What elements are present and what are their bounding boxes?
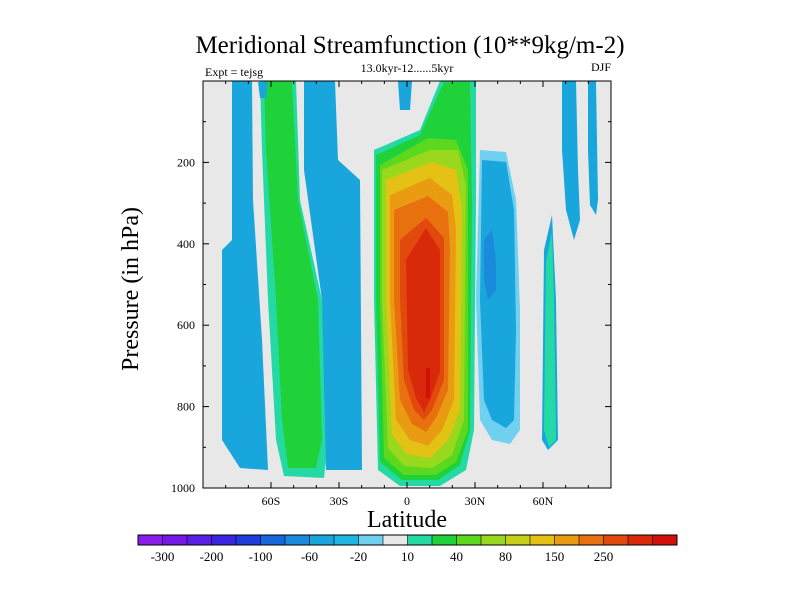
colorbar-swatch <box>456 535 482 545</box>
colorbar-swatch <box>603 535 629 545</box>
y-tick-label: 400 <box>177 237 195 251</box>
contour-hadley-core <box>406 228 440 412</box>
colorbar-swatch <box>358 535 384 545</box>
x-tick-label: 60S <box>262 494 281 508</box>
x-tick-label: 30S <box>330 494 349 508</box>
x-tick-label: 60N <box>533 494 554 508</box>
x-ticks: 60S 30S 0 30N 60N <box>225 81 589 508</box>
colorbar-swatch <box>407 535 433 545</box>
colorbar-swatch <box>432 535 457 545</box>
y-tick-label: 600 <box>177 318 195 332</box>
season-label: DJF <box>591 60 611 74</box>
colorbar-swatch <box>530 535 555 545</box>
contour-sh-mid <box>304 81 362 470</box>
x-axis-label: Latitude <box>367 507 447 533</box>
colorbar-swatch <box>187 535 212 545</box>
colorbar-swatch <box>505 535 531 545</box>
y-axis-label: Pressure (in hPa) <box>118 207 144 371</box>
contour-nh-mid-core <box>484 230 496 300</box>
colorbar-label: 10 <box>401 549 414 564</box>
colorbar-swatch <box>554 535 580 545</box>
colorbar-swatch <box>334 535 359 545</box>
contour-layer <box>222 81 598 486</box>
colorbar-swatch <box>309 535 335 545</box>
contour-nh-high <box>544 232 556 447</box>
colorbar-swatch <box>285 535 310 545</box>
y-ticks: 200 400 600 800 1000 <box>171 121 611 495</box>
contour-nh-mid <box>480 160 516 428</box>
colorbar-swatch <box>628 535 653 545</box>
colorbar-swatch <box>162 535 188 545</box>
colorbar: -300 -200 -100 -60 -20 10 40 80 150 250 <box>137 534 678 564</box>
contour-sh-blob <box>258 82 268 98</box>
colorbar-swatch <box>260 535 286 545</box>
contour-sh-far <box>222 81 268 470</box>
x-tick-label: 30N <box>465 494 486 508</box>
colorbar-swatch <box>211 535 237 545</box>
colorbar-swatch <box>579 535 604 545</box>
colorbar-swatch <box>138 535 163 545</box>
colorbar-label: -60 <box>301 549 318 564</box>
y-tick-label: 1000 <box>171 481 195 495</box>
colorbar-swatch <box>236 535 261 545</box>
colorbar-swatch <box>481 535 506 545</box>
chart-title: Meridional Streamfunction (10**9kg/m-2) <box>195 32 624 59</box>
colorbar-label: 40 <box>450 549 463 564</box>
contour-nh-far-1 <box>562 81 580 240</box>
contour-top-small <box>398 81 412 110</box>
colorbar-label: 80 <box>499 549 512 564</box>
contour-hadley-streak <box>426 368 430 398</box>
chart-subtitle: 13.0kyr-12......5kyr <box>361 61 454 75</box>
colorbar-label: -100 <box>249 549 273 564</box>
experiment-label: Expt = tejsg <box>205 65 263 79</box>
y-tick-label: 200 <box>177 155 195 169</box>
colorbar-swatch <box>383 535 408 545</box>
colorbar-label: 150 <box>545 549 565 564</box>
colorbar-label: -300 <box>151 549 175 564</box>
contour-nh-far-2 <box>588 81 598 215</box>
contour-sh-ferrel <box>264 81 322 468</box>
colorbar-label: -20 <box>350 549 367 564</box>
x-tick-label: 0 <box>404 494 410 508</box>
y-tick-label: 800 <box>177 400 195 414</box>
colorbar-swatch <box>652 535 678 545</box>
colorbar-label: -200 <box>200 549 224 564</box>
colorbar-label: 250 <box>594 549 614 564</box>
